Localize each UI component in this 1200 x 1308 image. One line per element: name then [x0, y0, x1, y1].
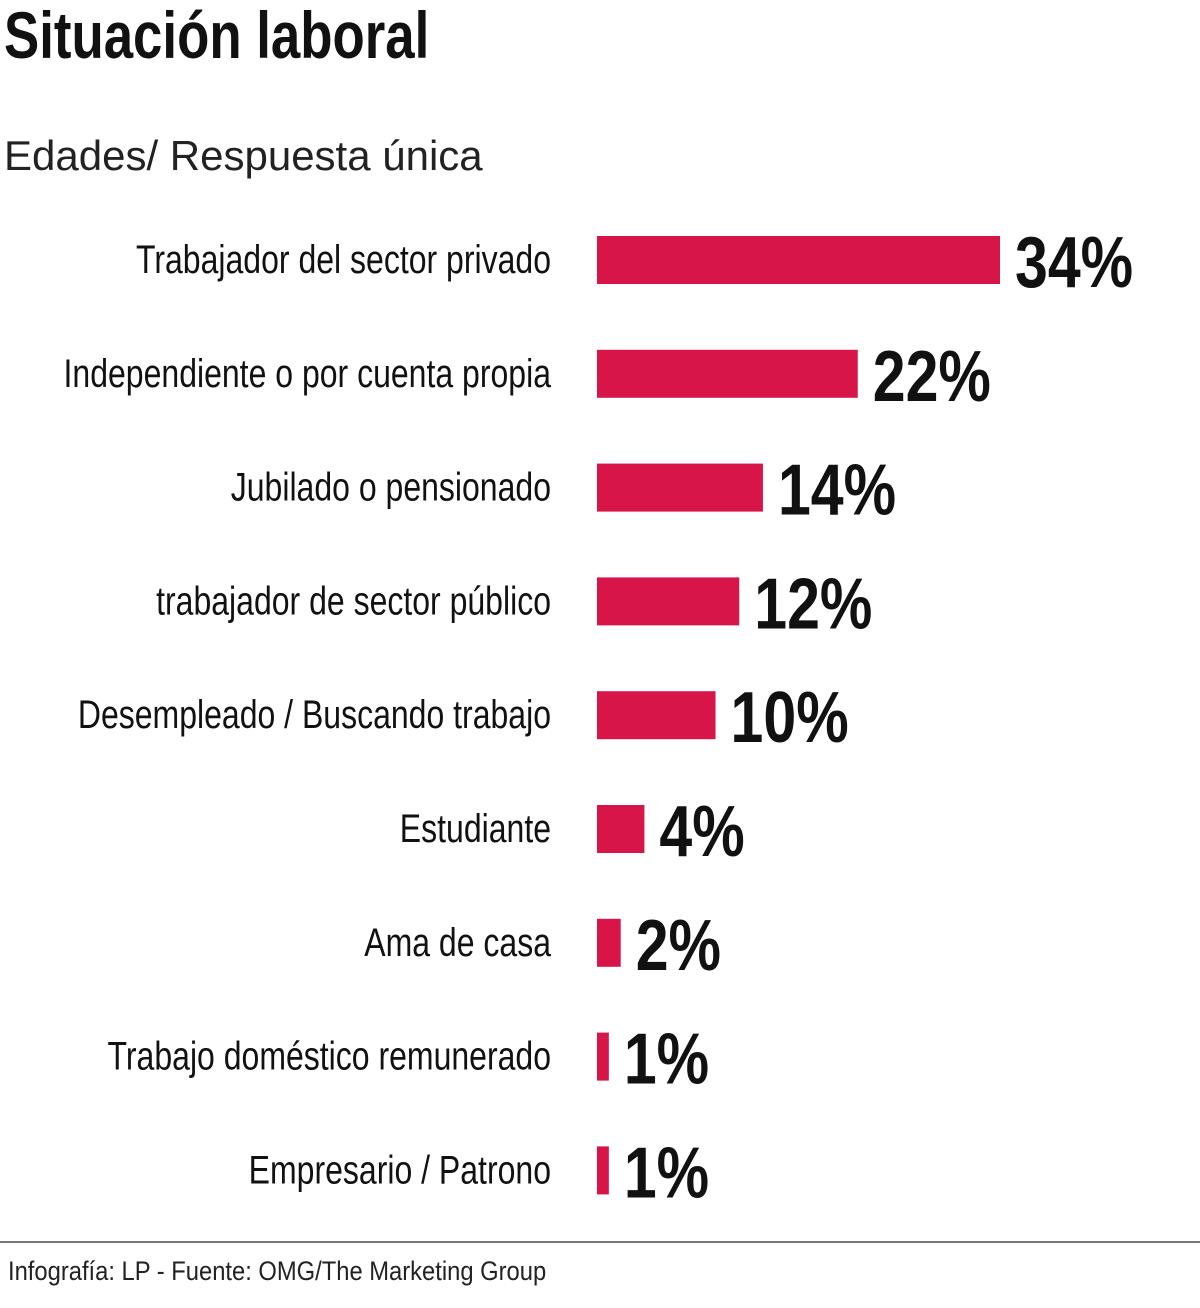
value-label: 4% — [659, 790, 744, 871]
category-label: Independiente o por cuenta propia — [64, 350, 552, 395]
value-label: 10% — [731, 677, 849, 758]
bar-row: Desempleado / Buscando trabajo 10% — [78, 677, 849, 758]
bar-row: Empresario / Patrono 1% — [249, 1132, 710, 1213]
value-label: 2% — [636, 904, 721, 985]
chart-title: Situación laboral — [4, 0, 429, 72]
bar — [597, 691, 716, 740]
value-label: 1% — [624, 1018, 709, 1099]
bar — [597, 805, 645, 853]
bar-row: Trabajo doméstico remunerado 1% — [108, 1018, 710, 1099]
bar-row: trabajador de sector público 12% — [156, 563, 872, 644]
chart-subtitle: Edades/ Respuesta única — [4, 132, 483, 179]
category-label: Empresario / Patrono — [249, 1147, 551, 1192]
bar-row: Trabajador del sector privado 34% — [136, 221, 1133, 302]
value-label: 34% — [1015, 221, 1133, 302]
category-label: trabajador de sector público — [156, 578, 551, 623]
category-label: Estudiante — [400, 806, 551, 851]
bar-row: Independiente o por cuenta propia 22% — [64, 335, 991, 416]
bar — [597, 236, 1000, 284]
bar — [597, 577, 740, 626]
category-label: Desempleado / Buscando trabajo — [78, 692, 551, 737]
bar — [597, 918, 621, 967]
value-label: 1% — [624, 1132, 709, 1213]
category-label: Ama de casa — [364, 919, 552, 964]
category-label: Trabajador del sector privado — [136, 237, 551, 282]
bar — [597, 349, 858, 398]
bar-row: Ama de casa 2% — [364, 904, 721, 985]
value-label: 12% — [754, 563, 872, 644]
bar — [597, 1146, 609, 1195]
bar — [597, 463, 763, 512]
source-note: Infografía: LP - Fuente: OMG/The Marketi… — [8, 1257, 546, 1287]
bar-row: Jubilado o pensionado 14% — [231, 449, 896, 530]
category-label: Jubilado o pensionado — [231, 464, 551, 509]
bar — [597, 1032, 609, 1081]
category-label: Trabajo doméstico remunerado — [108, 1033, 551, 1078]
value-label: 22% — [873, 335, 991, 416]
value-label: 14% — [778, 449, 896, 530]
bar-row: Estudiante 4% — [400, 790, 745, 871]
